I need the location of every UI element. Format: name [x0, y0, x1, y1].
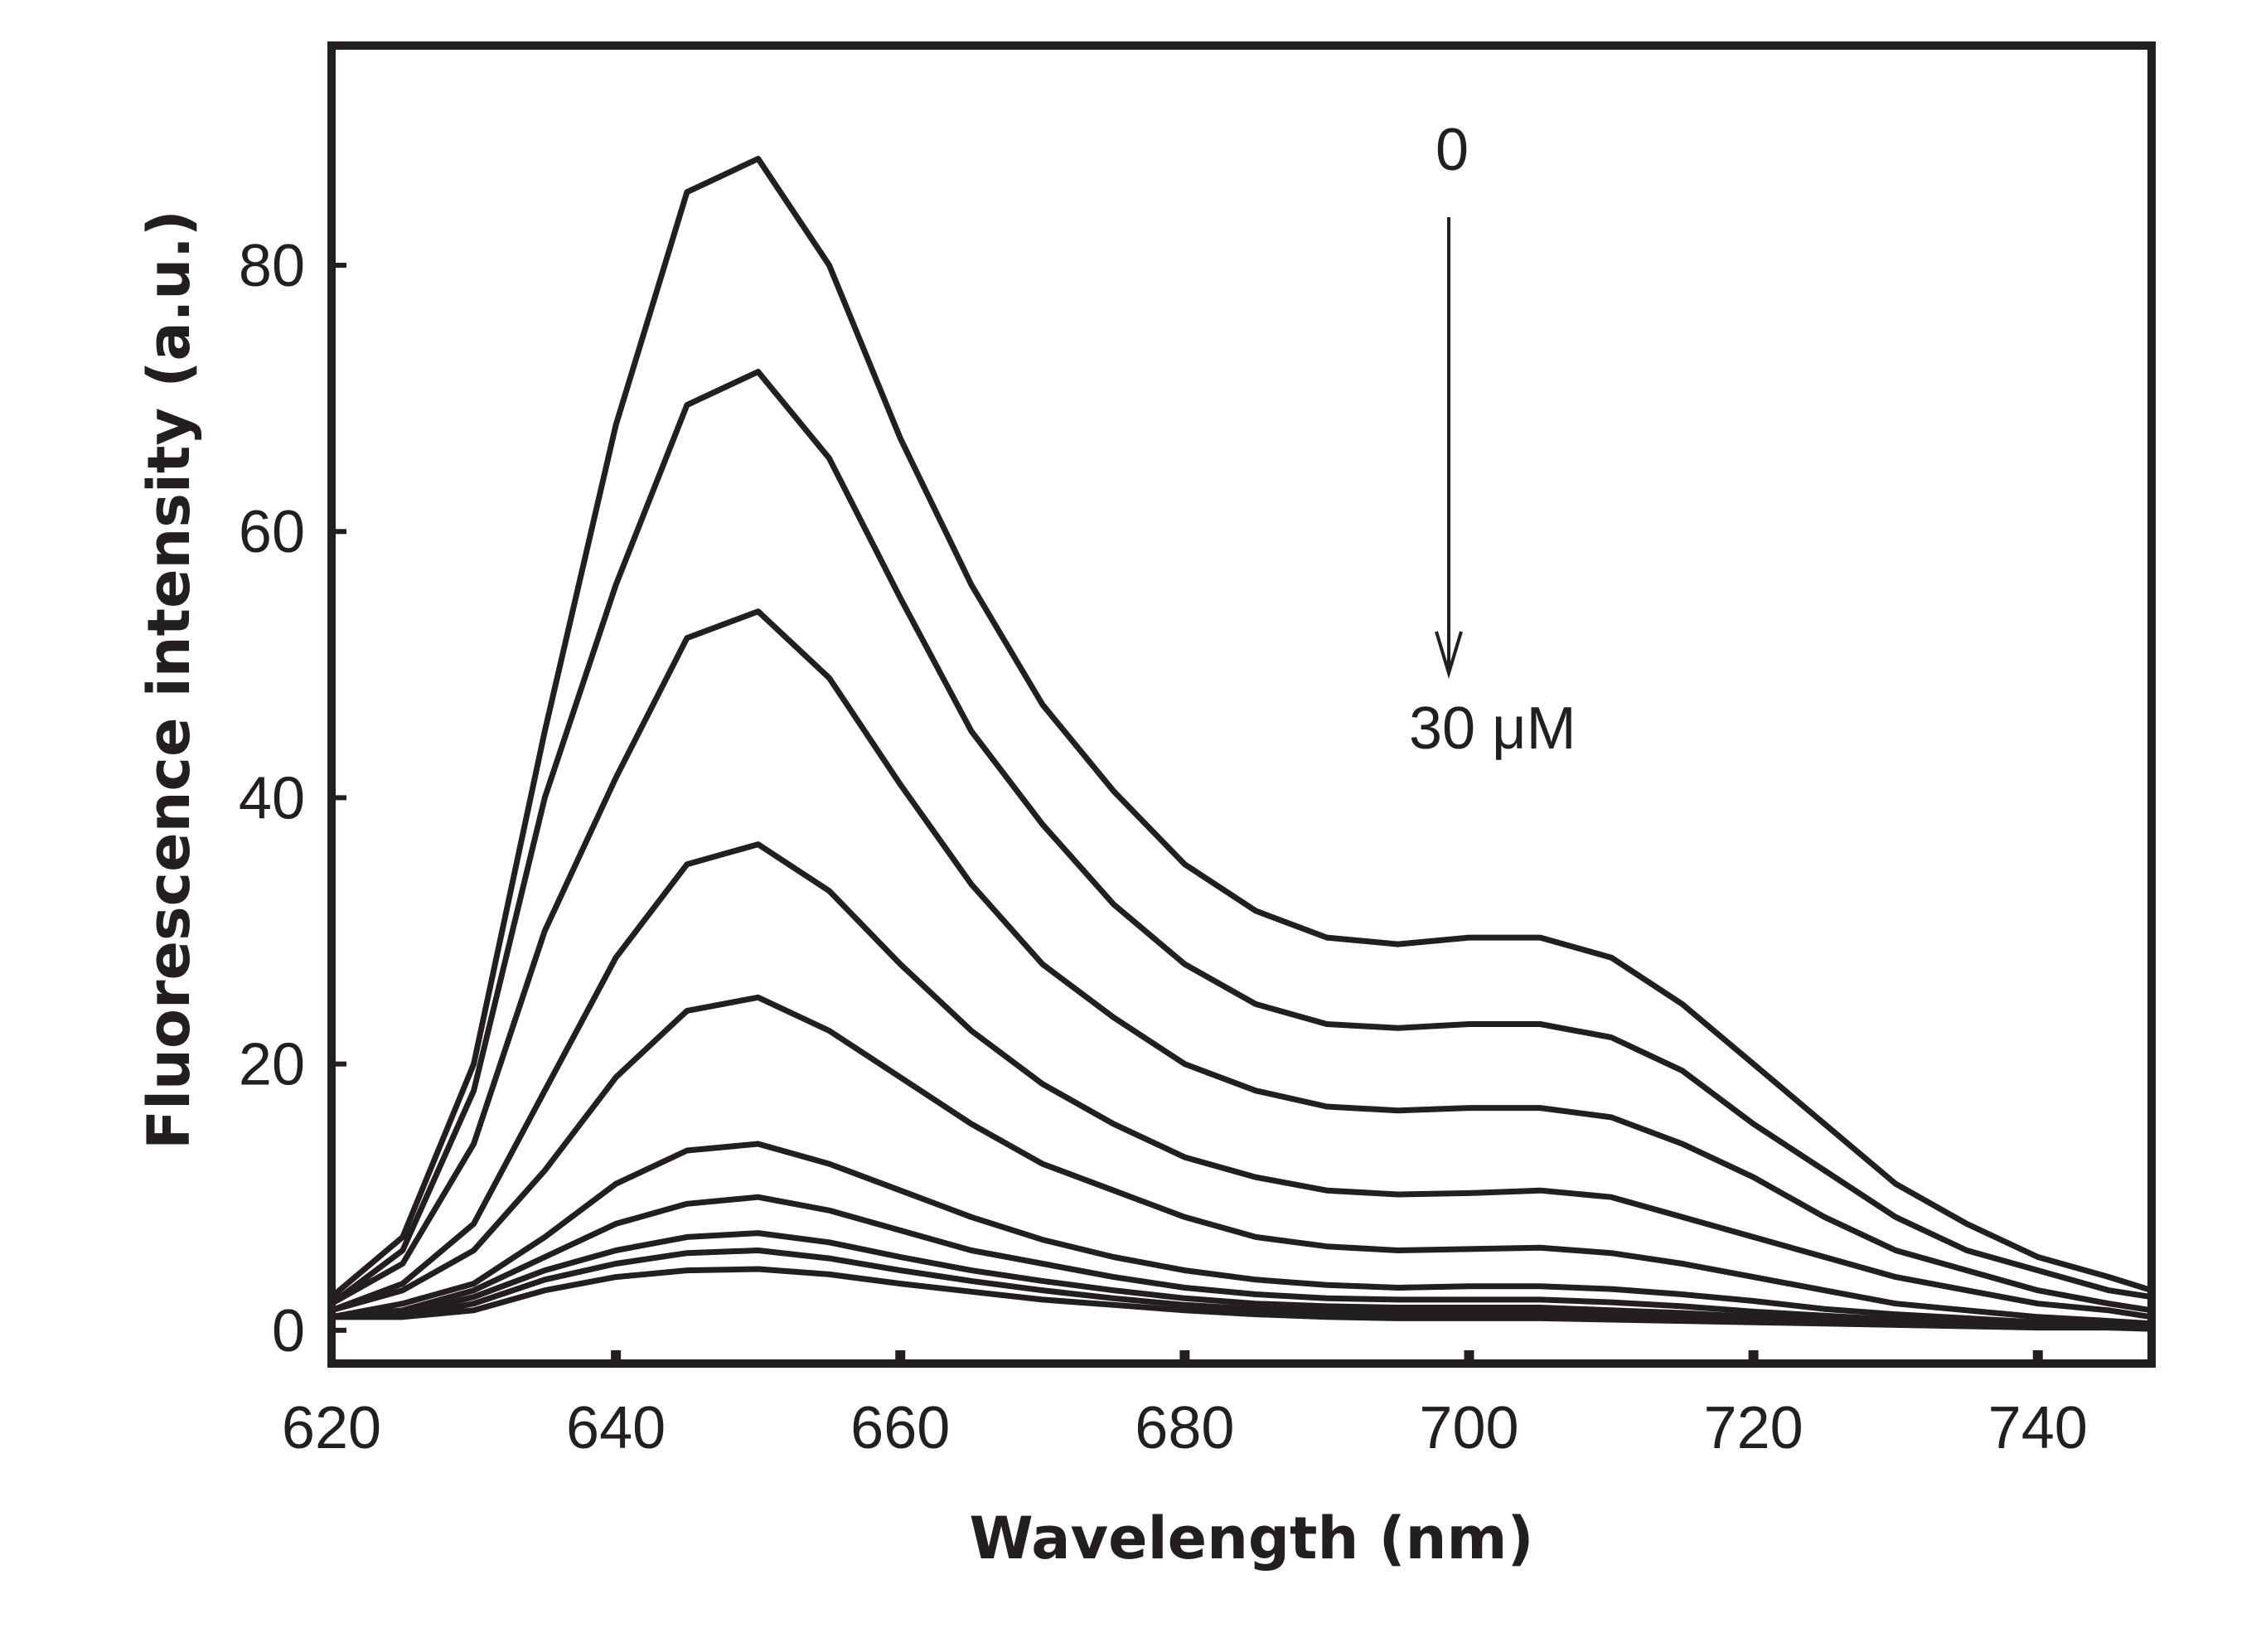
y-axis-title: Fluorescence intensity (a.u.) — [135, 210, 203, 1150]
y-tick-label: 0 — [272, 1298, 305, 1364]
annotation-start-label: 0 — [1436, 117, 1469, 183]
spectrum-line-6 — [328, 1141, 2155, 1328]
spectrum-line-3 — [328, 608, 2155, 1314]
x-tick-label: 680 — [1135, 1395, 1234, 1461]
spectrum-line-2 — [328, 369, 2155, 1307]
axis-group: 620 640 660 680 700 720 740 0 20 40 60 80 — [239, 233, 2088, 1461]
y-tick-label: 60 — [239, 499, 305, 565]
spectrum-line-10 — [328, 1266, 2155, 1332]
series-group — [328, 156, 2155, 1332]
plot-frame — [327, 41, 2156, 1368]
y-tick-label: 40 — [239, 765, 305, 831]
x-tick-label: 740 — [1988, 1395, 2088, 1461]
x-tick-label: 620 — [282, 1395, 381, 1461]
spectrum-line-1 — [328, 156, 2155, 1301]
x-axis-title: Wavelength (nm) — [970, 1504, 1534, 1572]
spectrum-line-5 — [328, 994, 2155, 1327]
x-tick-label: 700 — [1419, 1395, 1518, 1461]
annotation-arrow-head — [1435, 631, 1463, 679]
x-tick-label: 720 — [1704, 1395, 1803, 1461]
y-tick-label: 20 — [239, 1032, 305, 1098]
spectrum-line-7 — [328, 1194, 2155, 1330]
y-tick-label: 80 — [239, 233, 305, 299]
concentration-annotation: 0 30 μM — [1409, 117, 1576, 762]
x-tick-label: 640 — [566, 1395, 666, 1461]
spectrum-line-4 — [328, 841, 2155, 1320]
annotation-end-label: 30 μM — [1409, 695, 1576, 762]
x-tick-label: 660 — [850, 1395, 950, 1461]
